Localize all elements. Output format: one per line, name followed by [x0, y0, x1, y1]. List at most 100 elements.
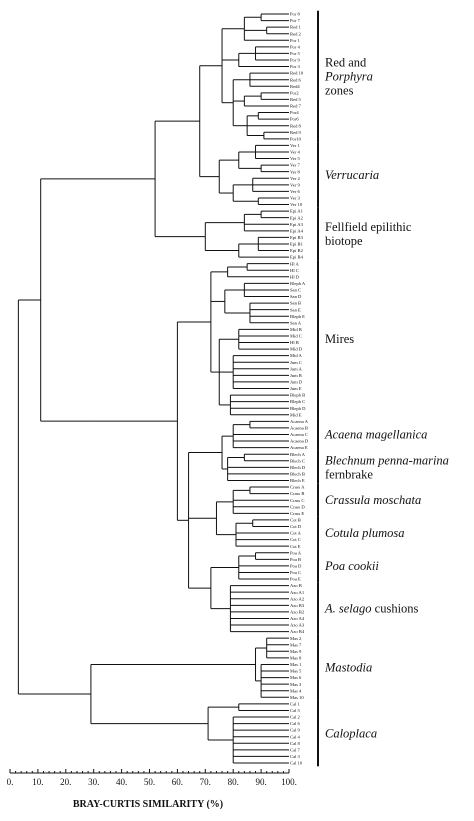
group-label: Blechnum penna-marina — [325, 453, 449, 467]
leaf-label: Poa B — [290, 557, 301, 562]
group-label-part: Caloplaca — [325, 726, 377, 740]
leaf-label: Blech D — [290, 465, 306, 470]
leaf-label: Ver 3 — [290, 196, 301, 201]
leaf-label: Mid B — [290, 327, 302, 332]
leaf-label: Por 8 — [290, 12, 301, 17]
leaf-label: Ver 8 — [290, 169, 301, 174]
leaf-label: Ver 5 — [290, 156, 301, 161]
leaf-label: Azo B3 — [290, 603, 305, 608]
leaf-label: Epi B4 — [290, 255, 304, 260]
group-label: Verrucaria — [325, 168, 379, 182]
x-tick-label: 50. — [144, 777, 155, 787]
leaf-label: Red 5 — [290, 97, 302, 102]
leaf-label: Ver 6 — [290, 189, 301, 194]
leaf-label: Red 1 — [290, 25, 302, 30]
leaf-label: San E — [290, 307, 301, 312]
leaf-label: Ver 4 — [290, 150, 301, 155]
leaf-label: Por 7 — [290, 18, 301, 23]
leaf-label: Por 1 — [290, 38, 301, 43]
group-label-part: Porphyra — [324, 69, 373, 83]
leaf-label: Crass B — [290, 491, 304, 496]
leaf-label: Azo A3 — [290, 623, 305, 628]
x-tick-label: 20. — [60, 777, 71, 787]
leaf-label: Jum A — [290, 366, 303, 371]
group-label-part: Fellfield epilithic — [325, 220, 412, 234]
group-label-part: Red and — [325, 55, 367, 69]
leaf-label: Jum B — [290, 373, 302, 378]
leaf-label: Por10 — [290, 136, 302, 141]
leaf-label: Por2 — [290, 90, 299, 95]
leaf-label: Por 4 — [290, 44, 301, 49]
leaf-label: Jum C — [290, 360, 302, 365]
group-label-part: cushions — [372, 602, 419, 616]
leaf-label: Mas 5 — [290, 669, 302, 674]
x-tick-label: 90. — [255, 777, 266, 787]
leaf-label: Mas 10 — [290, 695, 304, 700]
leaf-label: Epi B3 — [290, 235, 304, 240]
leaf-label: Epi B1 — [290, 242, 304, 247]
leaf-label: Cot C — [290, 537, 301, 542]
leaf-label: Mas 3 — [290, 682, 302, 687]
leaf-label: San C — [290, 288, 301, 293]
group-label-part: fernbrake — [325, 467, 373, 481]
leaf-label: Ver 1 — [290, 143, 301, 148]
leaf-label: Por6 — [290, 117, 299, 122]
leaf-label: Mas 1 — [290, 662, 302, 667]
group-label-part: zones — [325, 83, 354, 97]
leaf-label: San D — [290, 294, 302, 299]
leaf-label: San A — [290, 320, 302, 325]
leaf-label: Cot B — [290, 518, 301, 523]
leaf-label: Ver 10 — [290, 202, 303, 207]
leaf-label: Poa D — [290, 563, 302, 568]
x-tick-label: 70. — [200, 777, 211, 787]
leaf-label: Cal 1 — [290, 701, 301, 706]
leaf-label: Por4 — [290, 110, 299, 115]
leaf-label: Epi B2 — [290, 248, 304, 253]
leaf-label: Acaena E — [290, 445, 308, 450]
leaf-label: Epi A3 — [290, 222, 304, 227]
leaf-label: Poa E — [290, 577, 301, 582]
leaf-label: Crass A — [290, 485, 305, 490]
leaf-label: Bleph E — [290, 314, 305, 319]
leaf-label: San B — [290, 301, 301, 306]
leaf-label: Crass E — [290, 511, 304, 516]
leaf-label: Red 10 — [290, 71, 304, 76]
group-label: biotope — [325, 234, 363, 248]
leaf-label: Blech E — [290, 478, 305, 483]
group-label-part: Mires — [325, 332, 354, 346]
leaf-label: Cot A — [290, 531, 302, 536]
leaf-label: Jum D — [290, 380, 303, 385]
leaf-label: Mas 2 — [290, 636, 302, 641]
group-label: Poa cookii — [324, 559, 379, 573]
x-tick-label: 60. — [172, 777, 183, 787]
leaf-label: Azo B4 — [290, 629, 305, 634]
leaf-label: Azo A1 — [290, 590, 305, 595]
leaf-label: Hl C — [290, 268, 299, 273]
group-label: A. selago cushions — [324, 602, 419, 616]
leaf-label: Epi A4 — [290, 228, 304, 233]
leaf-label: Mid D — [290, 347, 303, 352]
leaf-label: Acaena C — [290, 432, 308, 437]
x-axis: 0. 10. 20. 30. 40. 50. 60. 70. 80. 90. 100. — [7, 769, 297, 787]
x-tick-label: 10. — [32, 777, 43, 787]
leaf-label: Cal 9 — [290, 728, 301, 733]
leaf-label: Mas 4 — [290, 688, 302, 693]
leaf-label: Epi A1 — [290, 209, 304, 214]
leaf-label: Bleph C — [290, 399, 305, 404]
leaf-label: Ver 9 — [290, 182, 301, 187]
leaf-label: Ver 7 — [290, 163, 301, 168]
leaf-label: Red4 — [290, 84, 300, 89]
leaf-label: Poa A — [290, 550, 302, 555]
x-tick-label: 40. — [116, 777, 127, 787]
leaf-label: Crass D — [290, 504, 305, 509]
leaf-label: Crass C — [290, 498, 304, 503]
leaf-label: Azo B2 — [290, 609, 305, 614]
leaf-label: Bleph D — [290, 406, 306, 411]
group-label: Crassula moschata — [325, 493, 421, 507]
leaf-label: Cal 6 — [290, 721, 301, 726]
group-label-part: Cotula plumosa — [325, 526, 405, 540]
leaf-label: Por 9 — [290, 58, 301, 63]
